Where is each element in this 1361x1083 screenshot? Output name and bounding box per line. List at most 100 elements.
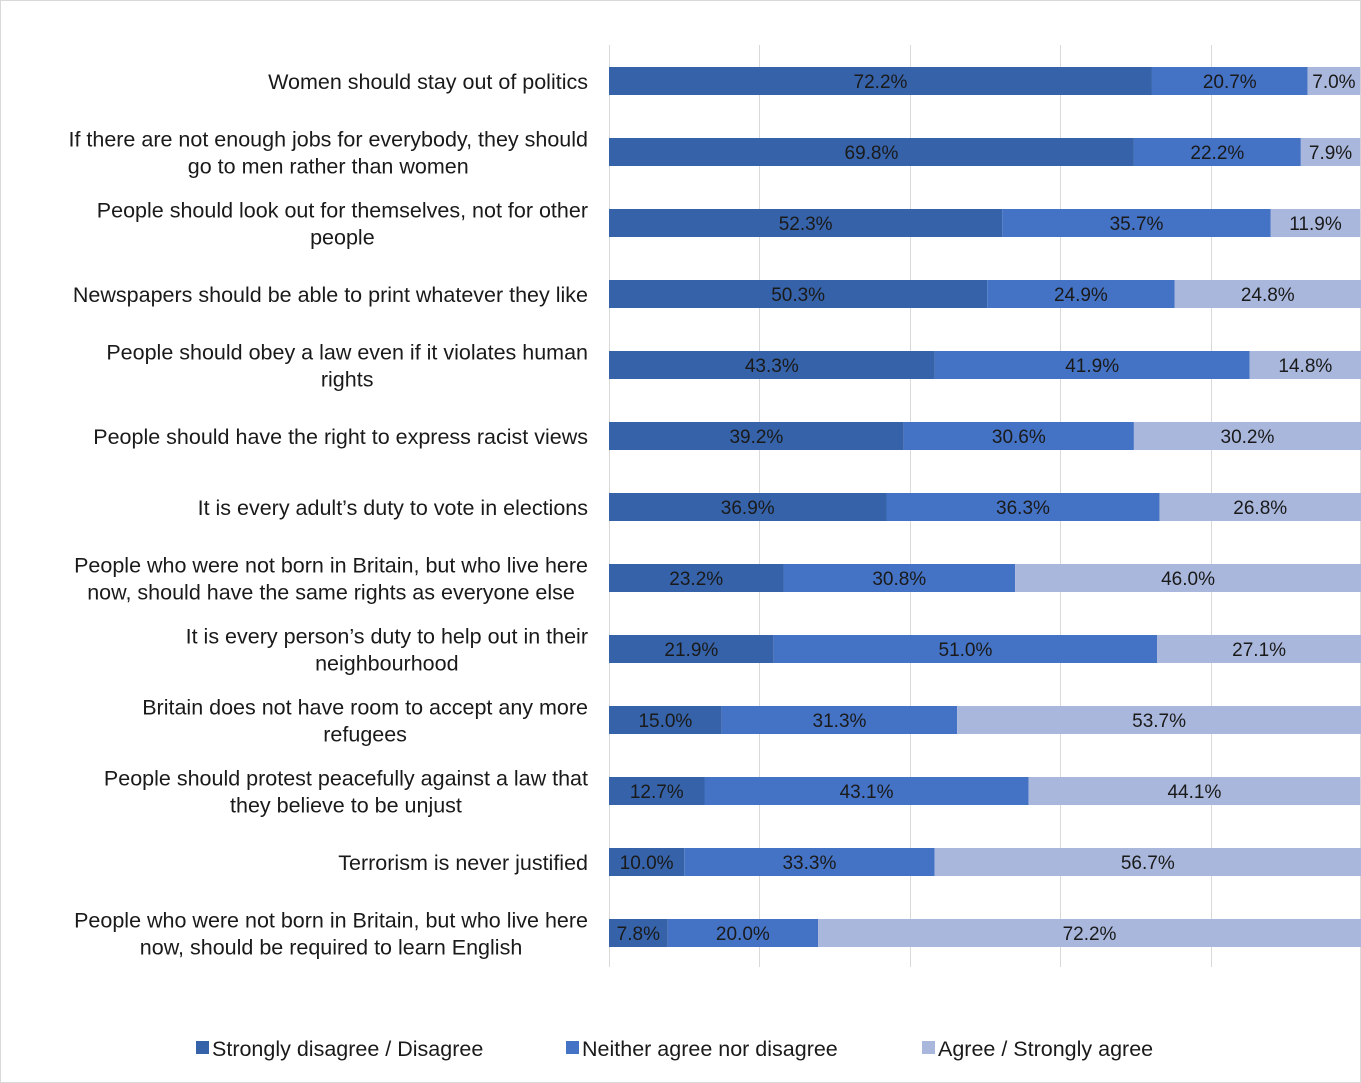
bar-segment	[667, 919, 819, 947]
bar-segment	[1300, 138, 1361, 166]
bar-segment	[704, 777, 1029, 805]
data-label: 24.9%	[1054, 285, 1108, 306]
bar-segment	[609, 67, 1152, 95]
bar-segment	[684, 848, 935, 876]
data-label: 24.8%	[1241, 285, 1295, 306]
data-label: 7.0%	[1312, 72, 1355, 93]
bar-segment	[818, 919, 1361, 947]
bar-segment	[1159, 493, 1361, 521]
data-label: 27.1%	[1232, 640, 1286, 661]
bar-segment	[957, 706, 1361, 734]
bar-segment	[721, 706, 958, 734]
bars	[609, 67, 1361, 947]
category-label: Newspapers should be able to print whate…	[73, 283, 588, 307]
data-label: 20.0%	[716, 924, 770, 945]
category-label: It is every person’s duty to help out in…	[186, 625, 588, 676]
data-label: 56.7%	[1121, 853, 1175, 874]
bar-segment	[609, 209, 1003, 237]
bar-segment	[1151, 67, 1308, 95]
data-label: 10.0%	[620, 853, 674, 874]
legend: Strongly disagree / Disagree Neither agre…	[196, 1037, 1153, 1061]
data-label: 26.8%	[1233, 498, 1287, 519]
bar-segment	[609, 138, 1134, 166]
category-label: People should look out for themselves, n…	[97, 199, 588, 250]
legend-swatch	[566, 1041, 579, 1054]
data-label: 7.8%	[617, 924, 660, 945]
data-label: 22.2%	[1190, 143, 1244, 164]
category-label: People who were not born in Britain, but…	[74, 554, 588, 605]
legend-swatch	[196, 1041, 209, 1054]
data-label: 44.1%	[1167, 782, 1221, 803]
data-label: 11.9%	[1289, 214, 1342, 235]
data-label: 36.9%	[721, 498, 775, 519]
legend-label: Neither agree nor disagree	[582, 1037, 838, 1061]
data-label: 30.8%	[872, 569, 926, 590]
data-label: 39.2%	[729, 427, 783, 448]
category-label: It is every adult’s duty to vote in elec…	[198, 496, 588, 520]
bar-segment	[1249, 351, 1361, 379]
data-label: 21.9%	[664, 640, 718, 661]
bar-segment	[609, 848, 685, 876]
data-label: 53.7%	[1132, 711, 1186, 732]
category-label: People should obey a law even if it viol…	[106, 341, 588, 392]
data-label: 31.3%	[813, 711, 867, 732]
data-label: 35.7%	[1110, 214, 1164, 235]
bar-segment	[609, 564, 784, 592]
bar-segment	[609, 635, 774, 663]
bar-segment	[609, 280, 988, 308]
legend-label: Agree / Strongly agree	[938, 1037, 1153, 1061]
data-label: 43.1%	[840, 782, 894, 803]
category-label: People should protest peacefully against…	[104, 767, 588, 818]
bar-segment	[903, 422, 1134, 450]
category-labels: Women should stay out of politics If ther…	[68, 70, 588, 960]
legend-label: Strongly disagree / Disagree	[212, 1037, 483, 1061]
data-label: 7.9%	[1309, 143, 1352, 164]
bar-segment	[1157, 635, 1361, 663]
bar-segment	[609, 777, 705, 805]
bar-segment	[1133, 422, 1361, 450]
data-label: 46.0%	[1161, 569, 1215, 590]
data-label: 36.3%	[996, 498, 1050, 519]
data-label: 33.3%	[782, 853, 836, 874]
bar-segment	[773, 635, 1158, 663]
data-label: 72.2%	[1063, 924, 1117, 945]
category-label: Women should stay out of politics	[268, 70, 588, 94]
category-label: People should have the right to express …	[93, 425, 588, 449]
data-label: 50.3%	[771, 285, 825, 306]
data-label: 20.7%	[1203, 72, 1257, 93]
bar-segment	[934, 351, 1250, 379]
bar-segment	[886, 493, 1160, 521]
data-label: 14.8%	[1278, 356, 1332, 377]
category-label: If there are not enough jobs for everybo…	[68, 128, 588, 179]
data-label: 30.6%	[992, 427, 1046, 448]
bar-segment	[1174, 280, 1361, 308]
bar-segment	[609, 422, 904, 450]
data-label: 72.2%	[854, 72, 908, 93]
bar-segment	[609, 919, 668, 947]
bar-segment	[1015, 564, 1361, 592]
category-label: People who were not born in Britain, but…	[74, 909, 588, 960]
bar-segment	[987, 280, 1175, 308]
data-label: 30.2%	[1221, 427, 1275, 448]
legend-swatch	[922, 1041, 935, 1054]
bar-segment	[1133, 138, 1301, 166]
bar-segment	[1307, 67, 1361, 95]
data-label: 12.7%	[630, 782, 684, 803]
data-label: 23.2%	[669, 569, 723, 590]
value-labels: 72.2% 20.7% 7.0% 69.8% 22.2% 7.9% 52.3% 35.7% 11…	[617, 72, 1356, 945]
data-label: 51.0%	[939, 640, 993, 661]
data-label: 41.9%	[1065, 356, 1119, 377]
data-label: 69.8%	[845, 143, 899, 164]
bar-segment	[609, 493, 887, 521]
data-label: 15.0%	[638, 711, 692, 732]
bar-segment	[1002, 209, 1271, 237]
category-label: Terrorism is never justified	[338, 851, 588, 875]
data-label: 52.3%	[779, 214, 833, 235]
bar-segment	[1028, 777, 1361, 805]
data-label: 43.3%	[745, 356, 799, 377]
bar-segment	[783, 564, 1016, 592]
bar-segment	[609, 706, 722, 734]
bar-segment	[609, 351, 935, 379]
bar-segment	[934, 848, 1361, 876]
